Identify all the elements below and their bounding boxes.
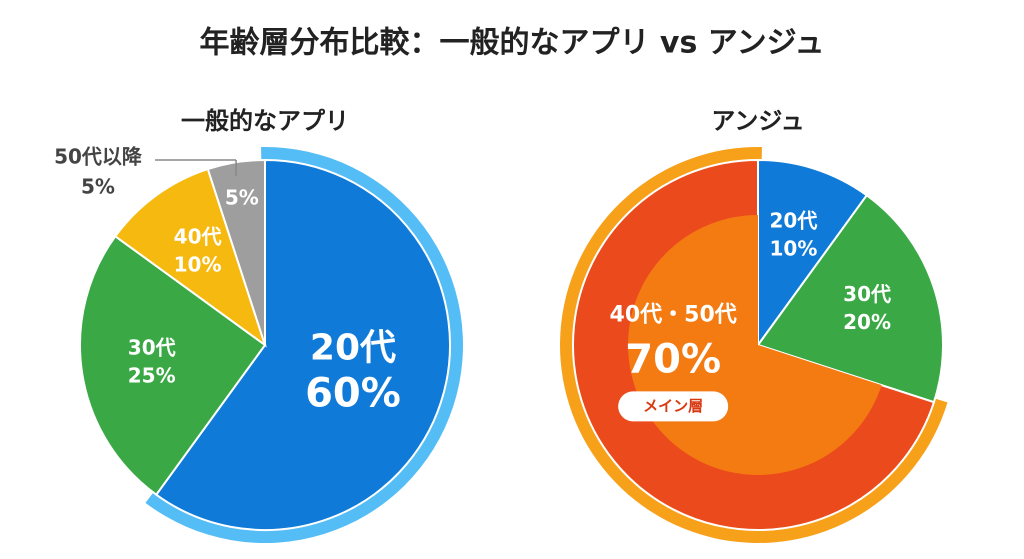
slice-category: 30代 xyxy=(843,282,891,306)
outer-category: 50代以降 xyxy=(54,145,143,169)
slice-value: 10% xyxy=(770,236,818,260)
pie-slice xyxy=(154,158,451,531)
slice-value: 5% xyxy=(225,185,259,209)
pie-title: アンジュ xyxy=(711,107,804,135)
slice-category: 20代 xyxy=(310,328,396,369)
slice-category: 40代・50代 xyxy=(610,302,737,327)
slice-category: 20代 xyxy=(770,208,818,232)
pie-title: 一般的なアプリ xyxy=(181,107,349,135)
annotation-pill xyxy=(618,391,729,422)
slice-category: 30代 xyxy=(128,335,176,359)
outer-value: 5% xyxy=(81,175,115,199)
slice-value: 10% xyxy=(174,253,222,277)
chart-title: 年齢層分布比較：一般的なアプリ vs アンジュ xyxy=(199,26,824,61)
slice-value: 20% xyxy=(843,310,891,334)
annotation: メイン層 xyxy=(643,397,703,415)
pie-slice xyxy=(113,167,267,348)
pie-slice xyxy=(79,234,267,497)
pie-slice xyxy=(756,193,944,404)
slice-value: 70% xyxy=(625,336,721,382)
pie-slice xyxy=(757,158,869,349)
slice-category: 40代 xyxy=(174,225,222,249)
slice-value: 25% xyxy=(128,363,176,387)
slice-value: 60% xyxy=(305,371,401,417)
